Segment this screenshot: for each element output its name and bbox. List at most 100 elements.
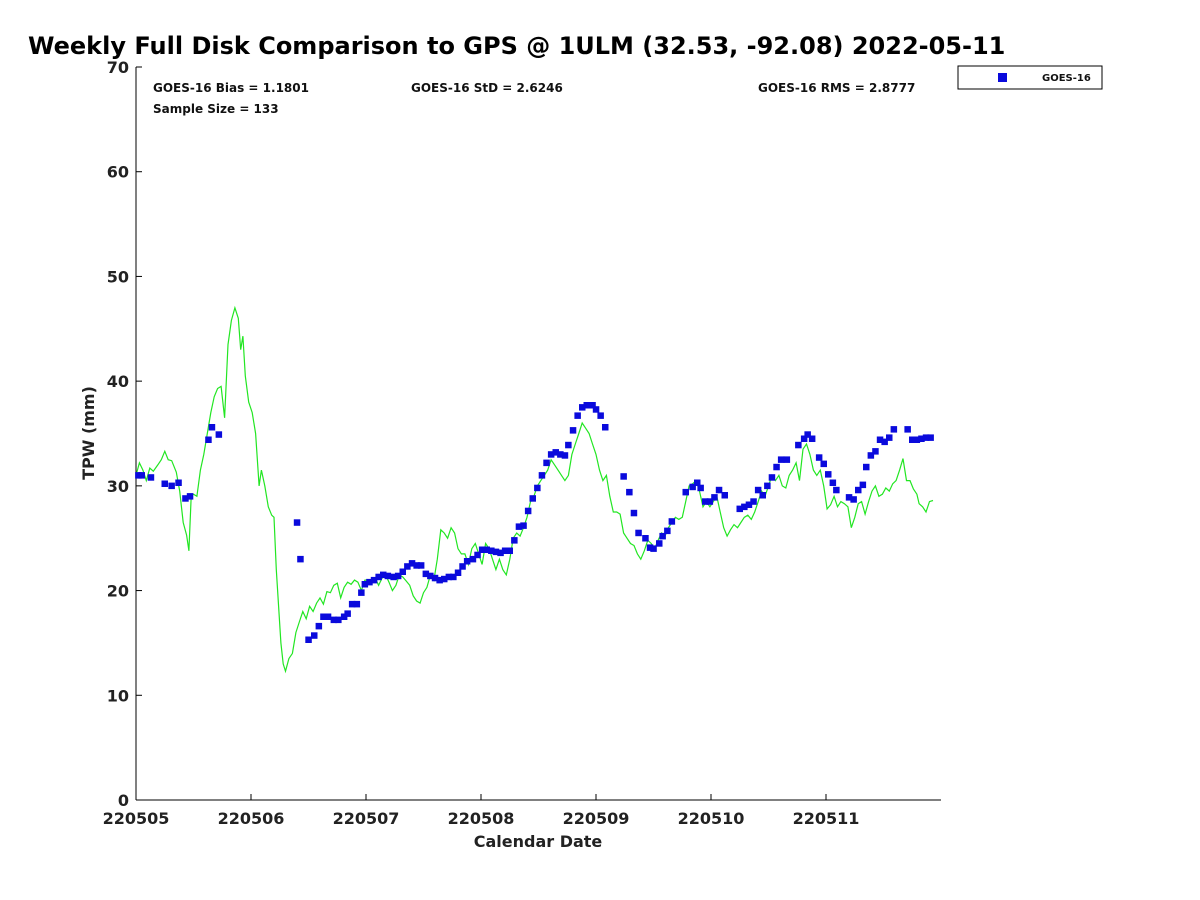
goes-point: [413, 562, 420, 569]
goes-point: [863, 463, 870, 471]
goes-point: [408, 560, 416, 567]
goes-point: [293, 519, 301, 526]
goes-point: [375, 573, 382, 581]
goes-point: [335, 616, 342, 624]
goes-point: [297, 555, 304, 563]
goes-point: [820, 460, 827, 468]
goes-point: [330, 616, 338, 624]
goes-point: [422, 570, 430, 578]
goes-point: [764, 482, 771, 490]
goes-point: [890, 426, 898, 433]
goes-point: [366, 578, 373, 586]
goes-point: [768, 474, 776, 481]
goes-point: [569, 427, 577, 434]
goes-point: [808, 435, 816, 442]
goes-point: [833, 486, 840, 494]
goes-point: [635, 529, 642, 537]
goes-point: [697, 484, 704, 492]
goes-point: [344, 610, 351, 617]
goes-point: [829, 479, 837, 486]
goes-point: [436, 576, 443, 584]
goes-point: [311, 632, 318, 639]
goes-point: [534, 484, 541, 492]
goes-point: [630, 509, 638, 517]
goes-point: [913, 436, 921, 443]
y-tick-label: 10: [107, 686, 129, 705]
goes-point: [529, 495, 536, 502]
x-tick-label: 220505: [103, 809, 170, 828]
x-tick-label: 220511: [793, 809, 860, 828]
goes-point: [538, 472, 546, 479]
goes-series: [135, 402, 934, 643]
goes-point: [370, 576, 378, 584]
goes-point: [881, 438, 888, 446]
y-tick-label: 50: [107, 267, 129, 286]
goes-point: [650, 545, 657, 552]
goes-point: [825, 471, 832, 478]
goes-point: [689, 483, 696, 491]
goes-point: [454, 569, 462, 576]
y-axis-title: TPW (mm): [79, 386, 98, 480]
stat-std: GOES-16 StD = 2.6246: [411, 81, 563, 95]
goes-point: [506, 547, 513, 554]
goes-point: [646, 544, 654, 551]
goes-point: [855, 486, 862, 494]
goes-point: [138, 472, 145, 479]
goes-point: [186, 493, 194, 500]
stat-bias: GOES-16 Bias = 1.1801: [153, 81, 309, 95]
goes-point: [208, 424, 216, 431]
goes-point: [886, 434, 893, 441]
goes-point: [445, 573, 453, 581]
goes-point: [597, 412, 604, 419]
goes-point: [404, 563, 411, 570]
y-tick-label: 30: [107, 477, 129, 496]
goes-point: [668, 518, 676, 525]
goes-point: [579, 404, 586, 411]
goes-point: [804, 431, 811, 438]
goes-point: [754, 486, 762, 494]
goes-point: [904, 426, 911, 433]
goes-point: [361, 581, 369, 588]
goes-point: [745, 501, 753, 508]
goes-point: [399, 568, 406, 575]
goes-point: [441, 575, 448, 583]
goes-point: [574, 412, 581, 419]
goes-point: [711, 494, 718, 501]
y-tick-label: 40: [107, 372, 129, 391]
goes-point: [161, 480, 168, 487]
goes-point: [592, 406, 600, 413]
goes-point: [815, 454, 823, 461]
goes-point: [474, 551, 481, 559]
x-axis-title: Calendar Date: [474, 832, 603, 851]
goes-point: [427, 572, 434, 580]
goes-point: [492, 548, 500, 556]
goes-point: [876, 436, 884, 443]
y-tick-label: 60: [107, 163, 129, 182]
goes-point: [795, 441, 802, 449]
legend-label-goes-16: GOES-16: [1042, 73, 1091, 84]
goes-point: [431, 574, 439, 582]
goes-point: [589, 402, 596, 409]
goes-point: [867, 452, 875, 459]
goes-point: [459, 563, 466, 570]
goes-point: [520, 522, 527, 529]
goes-point: [626, 488, 633, 496]
goes-point: [773, 463, 780, 471]
goes-point: [324, 613, 332, 620]
goes-point: [524, 507, 532, 515]
goes-point: [511, 537, 518, 544]
legend: GOES-16: [957, 65, 1103, 90]
goes-point: [565, 441, 572, 449]
goes-point: [168, 482, 175, 490]
goes-point: [750, 498, 757, 505]
goes-point: [358, 589, 365, 596]
goes-point: [353, 600, 361, 608]
goes-point: [384, 572, 392, 580]
goes-point: [642, 535, 649, 542]
goes-point: [872, 448, 879, 455]
goes-point: [547, 451, 555, 458]
goes-point: [340, 613, 348, 620]
goes-point: [305, 636, 312, 643]
goes-point: [135, 472, 142, 479]
goes-point: [741, 503, 748, 511]
